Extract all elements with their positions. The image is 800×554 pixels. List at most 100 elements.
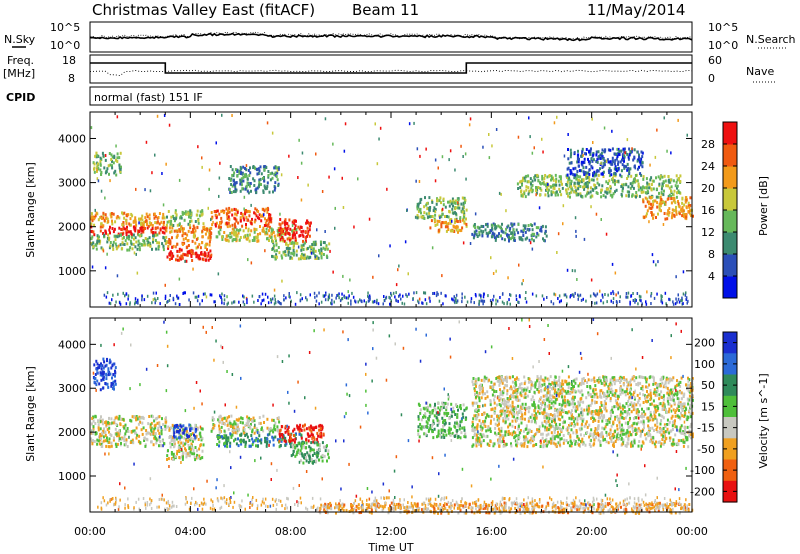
heatmap-cell <box>225 419 228 423</box>
heatmap-cell <box>170 452 173 456</box>
heatmap-cell <box>184 232 187 236</box>
heatmap-cell <box>178 277 181 281</box>
heatmap-cell <box>276 438 279 442</box>
heatmap-cell <box>163 216 166 220</box>
heatmap-cell <box>264 436 266 440</box>
heatmap-cell <box>689 196 692 200</box>
heatmap-cell <box>333 167 336 171</box>
heatmap-cell <box>408 122 411 126</box>
heatmap-cell <box>640 420 643 424</box>
heatmap-cell <box>121 211 123 215</box>
heatmap-cell <box>485 435 488 439</box>
heatmap-cell <box>304 453 307 457</box>
heatmap-cell <box>610 173 613 177</box>
heatmap-cell <box>293 222 296 226</box>
heatmap-cell <box>165 229 168 233</box>
heatmap-cell <box>92 419 95 423</box>
heatmap-cell <box>182 431 185 435</box>
heatmap-cell <box>679 427 682 431</box>
heatmap-cell <box>305 256 308 260</box>
heatmap-cell <box>681 298 683 302</box>
heatmap-cell <box>180 257 183 261</box>
heatmap-cell <box>197 145 199 149</box>
heatmap-cell <box>284 430 287 434</box>
heatmap-cell <box>540 225 543 229</box>
heatmap-cell <box>291 236 294 240</box>
heatmap-cell <box>131 247 134 251</box>
heatmap-cell <box>176 242 179 246</box>
heatmap-cell <box>179 428 181 432</box>
heatmap-cell <box>105 436 108 440</box>
heatmap-cell <box>608 171 611 174</box>
heatmap-cell <box>318 424 321 428</box>
heatmap-cell <box>125 219 128 223</box>
heatmap-cell <box>188 250 191 254</box>
heatmap-cell <box>226 225 229 229</box>
heatmap-cell <box>198 254 201 258</box>
heatmap-cell <box>101 364 104 368</box>
heatmap-cell <box>429 403 432 407</box>
cpid-panel-frame <box>89 86 693 106</box>
heatmap-cell <box>158 231 161 235</box>
heatmap-cell <box>582 297 584 301</box>
heatmap-cell <box>185 429 188 433</box>
heatmap-cell <box>300 436 303 440</box>
heatmap-cell <box>454 199 457 203</box>
heatmap-cell <box>442 419 445 423</box>
heatmap-cell <box>568 191 571 195</box>
heatmap-cell <box>313 452 316 455</box>
heatmap-cell <box>555 180 557 184</box>
heatmap-cell <box>521 193 524 197</box>
heatmap-cell <box>172 244 175 248</box>
heatmap-cell <box>601 433 604 437</box>
heatmap-cell <box>135 240 138 244</box>
heatmap-cell <box>126 248 129 252</box>
heatmap-cell <box>230 183 233 186</box>
heatmap-cell <box>681 201 684 205</box>
heatmap-cell <box>495 226 498 230</box>
heatmap-cell <box>297 427 300 431</box>
heatmap-cell <box>100 172 102 176</box>
heatmap-cell <box>570 190 573 194</box>
heatmap-cell <box>568 161 571 165</box>
heatmap-cell <box>584 379 586 383</box>
heatmap-cell <box>513 386 516 390</box>
heatmap-cell <box>118 166 121 170</box>
heatmap-cell <box>332 270 334 274</box>
heatmap-cell <box>676 300 678 304</box>
heatmap-cell <box>208 240 211 244</box>
heatmap-cell <box>138 242 141 246</box>
heatmap-cell <box>254 218 257 222</box>
heatmap-cell <box>656 292 658 296</box>
heatmap-cell <box>549 375 552 379</box>
heatmap-cell <box>140 416 143 419</box>
heatmap-cell <box>184 447 186 451</box>
heatmap-cell <box>246 177 249 181</box>
heatmap-cell <box>342 206 345 209</box>
heatmap-cell <box>553 187 556 190</box>
heatmap-cell <box>631 181 634 185</box>
heatmap-cell <box>473 234 476 238</box>
heatmap-cell <box>137 243 140 247</box>
heatmap-cell <box>633 178 636 181</box>
heatmap-cell <box>660 294 662 298</box>
heatmap-cell <box>176 452 178 456</box>
heatmap-cell <box>433 427 436 431</box>
heatmap-cell <box>395 299 398 303</box>
heatmap-cell <box>537 410 539 414</box>
heatmap-cell <box>495 377 498 380</box>
heatmap-cell <box>340 297 343 301</box>
heatmap-cell <box>425 147 427 151</box>
heatmap-cell <box>634 166 636 170</box>
heatmap-cell <box>419 154 421 158</box>
heatmap-cell <box>288 247 290 251</box>
heatmap-cell <box>576 278 578 281</box>
heatmap-cell <box>173 424 176 428</box>
heatmap-cell <box>186 250 189 254</box>
heatmap-cell <box>437 431 440 435</box>
heatmap-cell <box>489 421 492 425</box>
heatmap-cell <box>157 297 159 300</box>
heatmap-cell <box>521 417 524 421</box>
heatmap-cell <box>520 190 522 194</box>
heatmap-cell <box>120 165 122 169</box>
